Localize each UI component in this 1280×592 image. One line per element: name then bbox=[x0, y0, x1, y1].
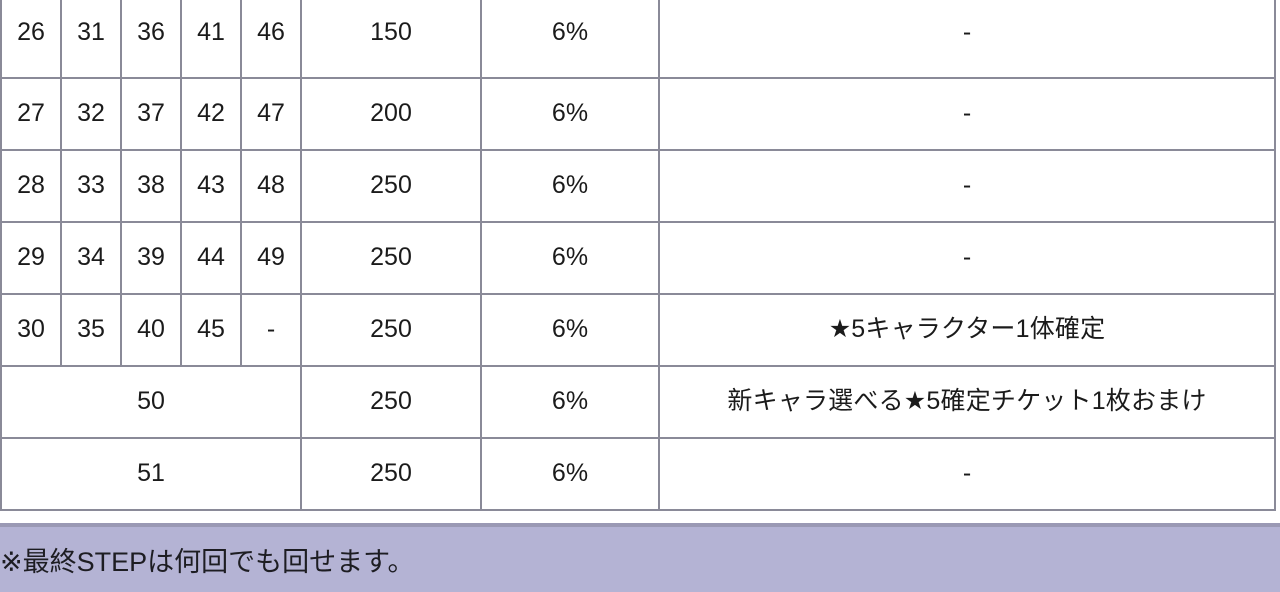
step-cell: 27 bbox=[0, 77, 62, 151]
step-gacha-table: 26 31 36 41 46 150 6% -27 32 37 42 47 200 6% -28 33 38 43… bbox=[0, 0, 1276, 511]
rate-cell: 6% bbox=[480, 0, 660, 79]
step-cell: 40 bbox=[120, 293, 182, 367]
rate-cell: 6% bbox=[480, 221, 660, 295]
table-row: 30 35 40 45-250 6% ★5キャラクター1体確定 bbox=[0, 293, 1276, 367]
bonus-cell: 新キャラ選べる★5確定チケット1枚おまけ bbox=[658, 365, 1276, 439]
step-cell: 32 bbox=[60, 77, 122, 151]
step-cell: 33 bbox=[60, 149, 122, 223]
step-cell: 28 bbox=[0, 149, 62, 223]
table-row: 29 34 39 44 49 250 6% - bbox=[0, 221, 1276, 295]
step-cell: 42 bbox=[180, 77, 242, 151]
step-cell: 45 bbox=[180, 293, 242, 367]
cost-cell: 250 bbox=[300, 221, 482, 295]
bonus-cell: - bbox=[658, 437, 1276, 511]
step-cell: 37 bbox=[120, 77, 182, 151]
step-cell: 30 bbox=[0, 293, 62, 367]
cost-cell: 250 bbox=[300, 365, 482, 439]
step-cell: 38 bbox=[120, 149, 182, 223]
rate-cell: 6% bbox=[480, 77, 660, 151]
footer-divider bbox=[0, 523, 1280, 527]
cost-cell: 250 bbox=[300, 293, 482, 367]
step-table-container: 26 31 36 41 46 150 6% -27 32 37 42 47 200 6% -28 33 38 43… bbox=[0, 0, 1276, 511]
step-cell: 47 bbox=[240, 77, 302, 151]
cost-cell: 250 bbox=[300, 149, 482, 223]
bonus-cell: - bbox=[658, 77, 1276, 151]
step-cell: 46 bbox=[240, 0, 302, 79]
step-cell: 26 bbox=[0, 0, 62, 79]
rate-cell: 6% bbox=[480, 149, 660, 223]
step-cell-merged: 50 bbox=[0, 365, 302, 439]
step-cell: 41 bbox=[180, 0, 242, 79]
step-table-body: 26 31 36 41 46 150 6% -27 32 37 42 47 200 6% -28 33 38 43… bbox=[0, 0, 1276, 511]
cost-cell: 250 bbox=[300, 437, 482, 511]
step-cell: 31 bbox=[60, 0, 122, 79]
footer-note-bar: ※最終STEPは何回でも回せます。 bbox=[0, 527, 1280, 592]
bonus-cell: - bbox=[658, 221, 1276, 295]
step-cell: 36 bbox=[120, 0, 182, 79]
step-cell: 48 bbox=[240, 149, 302, 223]
step-cell: 29 bbox=[0, 221, 62, 295]
rate-cell: 6% bbox=[480, 437, 660, 511]
step-cell: 34 bbox=[60, 221, 122, 295]
table-row: 26 31 36 41 46 150 6% - bbox=[0, 0, 1276, 79]
footer-note-text: ※最終STEPは何回でも回せます。 bbox=[0, 547, 415, 577]
bonus-cell: - bbox=[658, 0, 1276, 79]
step-cell: 43 bbox=[180, 149, 242, 223]
bonus-cell: ★5キャラクター1体確定 bbox=[658, 293, 1276, 367]
step-cell: - bbox=[240, 293, 302, 367]
table-row: 51 250 6% - bbox=[0, 437, 1276, 511]
table-row: 50 250 6% 新キャラ選べる★5確定チケット1枚おまけ bbox=[0, 365, 1276, 439]
step-cell: 49 bbox=[240, 221, 302, 295]
bonus-cell: - bbox=[658, 149, 1276, 223]
rate-cell: 6% bbox=[480, 365, 660, 439]
table-row: 28 33 38 43 48 250 6% - bbox=[0, 149, 1276, 223]
step-cell: 39 bbox=[120, 221, 182, 295]
step-cell: 44 bbox=[180, 221, 242, 295]
cost-cell: 150 bbox=[300, 0, 482, 79]
table-row: 27 32 37 42 47 200 6% - bbox=[0, 77, 1276, 151]
step-cell-merged: 51 bbox=[0, 437, 302, 511]
rate-cell: 6% bbox=[480, 293, 660, 367]
cost-cell: 200 bbox=[300, 77, 482, 151]
step-cell: 35 bbox=[60, 293, 122, 367]
